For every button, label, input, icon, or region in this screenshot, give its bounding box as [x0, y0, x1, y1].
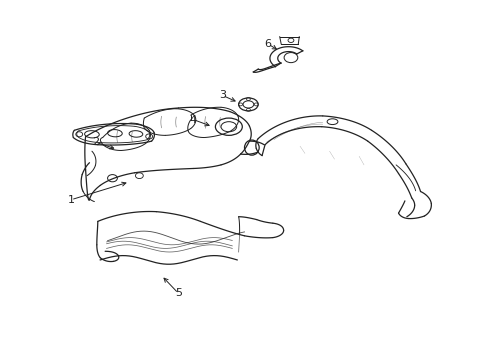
Text: 1: 1	[67, 195, 74, 205]
Text: 6: 6	[264, 39, 271, 49]
Text: 2: 2	[92, 137, 99, 147]
Text: 3: 3	[219, 90, 225, 100]
Text: 4: 4	[189, 114, 196, 125]
Text: 5: 5	[175, 288, 182, 298]
